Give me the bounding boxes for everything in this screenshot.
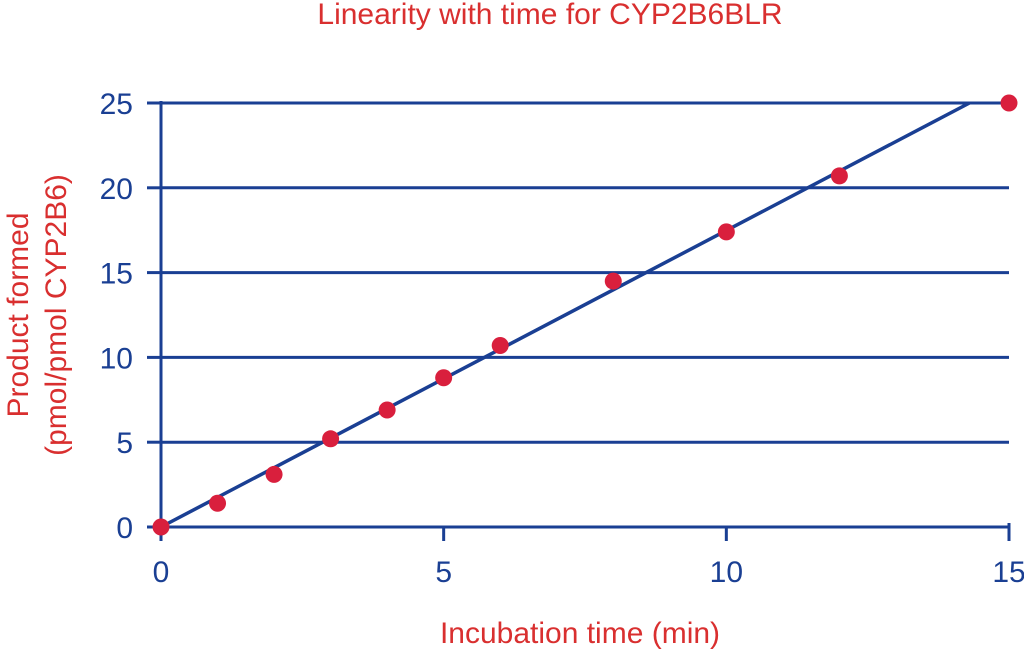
data-point-9 bbox=[830, 167, 848, 185]
axes bbox=[147, 101, 1011, 541]
fit-line bbox=[160, 101, 971, 529]
data-point-6 bbox=[491, 337, 509, 355]
x-tick-label-15: 15 bbox=[992, 556, 1024, 589]
y-tick-label-25: 25 bbox=[100, 88, 133, 121]
x-tick-label-0: 0 bbox=[153, 556, 170, 589]
x-tick-labels: 0 5 10 15 bbox=[153, 556, 1024, 589]
data-point-5 bbox=[435, 369, 453, 387]
data-point-3 bbox=[322, 430, 340, 448]
y-tick-label-0: 0 bbox=[116, 512, 133, 545]
data-point-4 bbox=[378, 401, 396, 419]
y-axis-label-line-2: (pmol/pmol CYP2B6) bbox=[40, 174, 73, 456]
y-tick-labels: 0 5 10 15 20 25 bbox=[100, 88, 133, 545]
y-tick-label-10: 10 bbox=[100, 342, 133, 375]
gridlines bbox=[161, 101, 1009, 444]
y-axis-label-line-1: Product formed bbox=[2, 212, 35, 417]
data-point-0 bbox=[152, 518, 170, 536]
x-axis-label: Incubation time (min) bbox=[440, 617, 720, 650]
data-point-8 bbox=[717, 223, 735, 241]
fit-line-group bbox=[160, 101, 971, 529]
data-points bbox=[152, 94, 1018, 536]
x-tick-label-10: 10 bbox=[710, 556, 743, 589]
data-point-10 bbox=[1000, 94, 1018, 112]
y-tick-label-15: 15 bbox=[100, 258, 133, 291]
chart-title: Linearity with time for CYP2B6BLR bbox=[317, 0, 782, 31]
data-point-7 bbox=[604, 272, 622, 290]
x-tick-label-5: 5 bbox=[435, 556, 452, 589]
data-point-1 bbox=[209, 494, 227, 512]
y-tick-label-5: 5 bbox=[116, 427, 133, 460]
data-point-2 bbox=[265, 465, 283, 483]
y-tick-label-20: 20 bbox=[100, 173, 133, 206]
